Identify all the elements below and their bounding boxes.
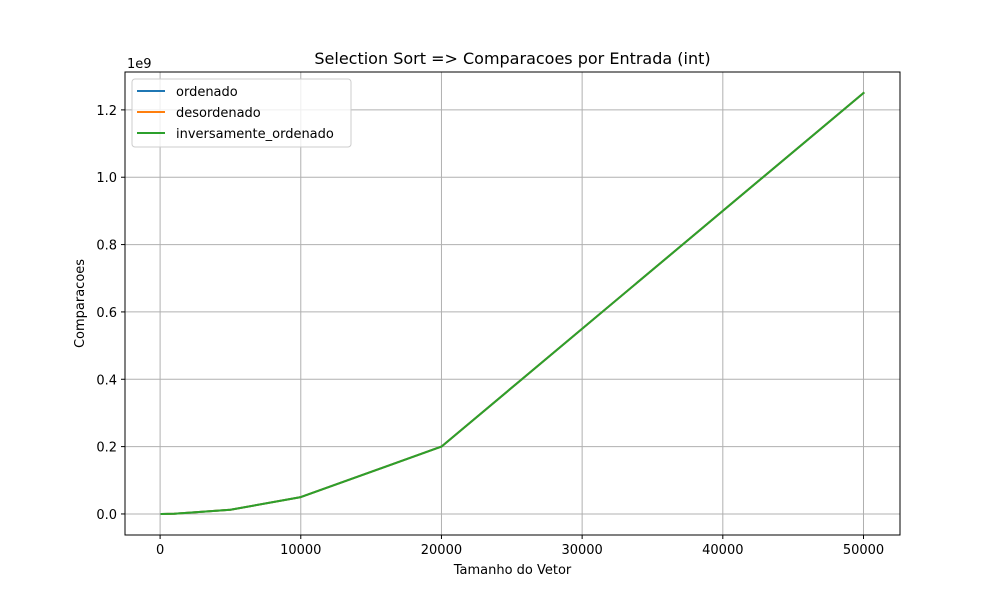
legend-box xyxy=(131,78,352,148)
x-axis-label: Tamanho do Vetor xyxy=(453,563,572,578)
y-axis-offset-label: 1e9 xyxy=(127,57,152,72)
chart-title: Selection Sort => Comparacoes por Entrad… xyxy=(314,49,710,68)
x-tick-label: 40000 xyxy=(702,543,743,558)
series-line-ordenado xyxy=(160,91,865,515)
y-tick-label: 0.8 xyxy=(96,239,117,254)
x-tick-label: 20000 xyxy=(421,543,462,558)
y-tick-label: 0.0 xyxy=(96,508,117,523)
y-tick-label: 0.6 xyxy=(96,306,117,321)
series-line-inversamente_ordenado xyxy=(160,91,865,515)
axes-frame xyxy=(124,71,901,536)
y-tick-label: 1.2 xyxy=(96,104,117,119)
y-tick-label: 0.2 xyxy=(96,441,117,456)
legend-label: ordenado xyxy=(176,85,238,100)
x-tick-label: 10000 xyxy=(280,543,321,558)
y-tick-label: 0.4 xyxy=(96,373,117,388)
y-axis-label: Comparacoes xyxy=(73,259,88,348)
legend: ordenado desordenado inversamente_ordenado xyxy=(131,78,352,148)
series-line-desordenado xyxy=(160,91,865,515)
legend-label: desordenado xyxy=(176,106,261,121)
x-tick-label: 0 xyxy=(156,543,164,558)
grid xyxy=(125,72,900,535)
axis-ticks: 0 10000 20000 30000 40000 50000 0.0 0.2 0.4 0.6 0.… xyxy=(96,104,884,558)
legend-label: inversamente_ordenado xyxy=(176,127,334,142)
series-lines xyxy=(160,91,865,515)
y-tick-label: 1.0 xyxy=(96,171,117,186)
x-tick-label: 30000 xyxy=(561,543,602,558)
x-tick-label: 50000 xyxy=(843,543,884,558)
